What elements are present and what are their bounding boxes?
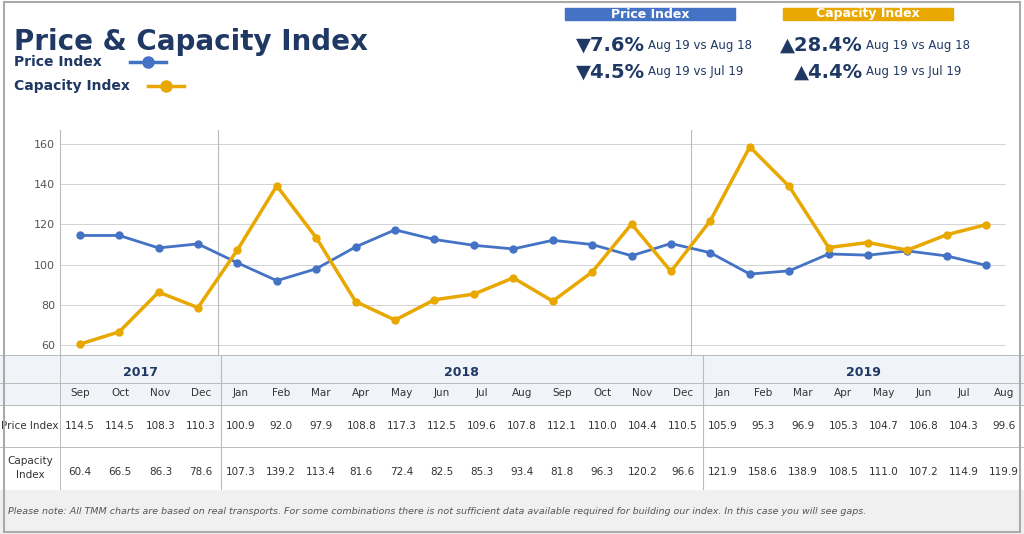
Text: 109.6: 109.6 <box>467 421 497 431</box>
Text: 111.0: 111.0 <box>868 467 898 477</box>
Text: Sep: Sep <box>71 388 90 398</box>
Text: Capacity Index: Capacity Index <box>816 7 920 20</box>
Text: Jun: Jun <box>915 388 932 398</box>
Text: 93.4: 93.4 <box>510 467 534 477</box>
Text: Aug 19 vs Aug 18: Aug 19 vs Aug 18 <box>866 38 970 51</box>
Text: 112.1: 112.1 <box>547 421 577 431</box>
Text: Feb: Feb <box>754 388 772 398</box>
Text: 100.9: 100.9 <box>226 421 256 431</box>
Text: Jul: Jul <box>957 388 970 398</box>
Text: 113.4: 113.4 <box>306 467 336 477</box>
Bar <box>565 8 735 20</box>
Text: ▲28.4%: ▲28.4% <box>780 35 863 54</box>
Text: 108.5: 108.5 <box>828 467 858 477</box>
Text: 114.5: 114.5 <box>66 421 95 431</box>
Text: Price Index: Price Index <box>1 421 58 431</box>
Text: Aug 19 vs Jul 19: Aug 19 vs Jul 19 <box>648 66 743 78</box>
Text: 104.3: 104.3 <box>949 421 979 431</box>
Text: 96.6: 96.6 <box>671 467 694 477</box>
Text: 96.9: 96.9 <box>792 421 815 431</box>
Text: Sep: Sep <box>552 388 571 398</box>
Text: 96.3: 96.3 <box>591 467 613 477</box>
Text: Please note: All TMM charts are based on real transports. For some combinations : Please note: All TMM charts are based on… <box>8 507 866 516</box>
Text: Dec: Dec <box>190 388 211 398</box>
Text: 121.9: 121.9 <box>708 467 737 477</box>
Text: Dec: Dec <box>673 388 692 398</box>
Text: 114.9: 114.9 <box>949 467 979 477</box>
Text: Jan: Jan <box>715 388 731 398</box>
Text: 72.4: 72.4 <box>390 467 413 477</box>
Text: 114.5: 114.5 <box>105 421 135 431</box>
Text: ▲4.4%: ▲4.4% <box>794 62 863 82</box>
Text: 139.2: 139.2 <box>266 467 296 477</box>
Text: 95.3: 95.3 <box>752 421 774 431</box>
Text: Nov: Nov <box>151 388 171 398</box>
Text: 60.4: 60.4 <box>69 467 91 477</box>
Text: Apr: Apr <box>352 388 371 398</box>
Text: Aug 19 vs Aug 18: Aug 19 vs Aug 18 <box>648 38 752 51</box>
Text: 82.5: 82.5 <box>430 467 454 477</box>
Bar <box>0 355 1024 405</box>
Text: Jul: Jul <box>475 388 488 398</box>
Text: 104.7: 104.7 <box>868 421 898 431</box>
Text: 108.3: 108.3 <box>145 421 175 431</box>
Text: 92.0: 92.0 <box>269 421 293 431</box>
Text: 86.3: 86.3 <box>148 467 172 477</box>
Text: Aug: Aug <box>512 388 532 398</box>
Text: Mar: Mar <box>311 388 331 398</box>
Text: 105.9: 105.9 <box>708 421 737 431</box>
Text: May: May <box>872 388 894 398</box>
Text: Aug 19 vs Jul 19: Aug 19 vs Jul 19 <box>866 66 962 78</box>
Text: Nov: Nov <box>632 388 652 398</box>
Text: 117.3: 117.3 <box>386 421 417 431</box>
Text: Price & Capacity Index: Price & Capacity Index <box>14 28 368 56</box>
Text: 81.6: 81.6 <box>349 467 373 477</box>
Text: 138.9: 138.9 <box>788 467 818 477</box>
Text: Mar: Mar <box>794 388 813 398</box>
Text: 158.6: 158.6 <box>748 467 778 477</box>
Text: 107.8: 107.8 <box>507 421 537 431</box>
Text: Jun: Jun <box>433 388 450 398</box>
Text: 99.6: 99.6 <box>992 421 1016 431</box>
Text: Capacity
Index: Capacity Index <box>7 457 53 480</box>
Text: 85.3: 85.3 <box>470 467 494 477</box>
Text: Price Index: Price Index <box>14 55 101 69</box>
Text: 81.8: 81.8 <box>551 467 573 477</box>
Text: Jan: Jan <box>232 388 249 398</box>
Text: Apr: Apr <box>835 388 852 398</box>
Text: Aug: Aug <box>993 388 1014 398</box>
Text: Feb: Feb <box>271 388 290 398</box>
Text: 2017: 2017 <box>123 365 158 379</box>
Text: 108.8: 108.8 <box>346 421 376 431</box>
Text: 120.2: 120.2 <box>628 467 657 477</box>
Text: 2019: 2019 <box>846 365 881 379</box>
Text: 110.0: 110.0 <box>588 421 617 431</box>
Bar <box>783 8 953 20</box>
Text: 78.6: 78.6 <box>189 467 212 477</box>
Text: 112.5: 112.5 <box>427 421 457 431</box>
Text: May: May <box>391 388 412 398</box>
Text: 66.5: 66.5 <box>109 467 132 477</box>
Text: 97.9: 97.9 <box>309 421 333 431</box>
Text: 106.8: 106.8 <box>908 421 938 431</box>
Text: Oct: Oct <box>112 388 129 398</box>
Text: Price Index: Price Index <box>610 7 689 20</box>
Text: 105.3: 105.3 <box>828 421 858 431</box>
Text: ▼4.5%: ▼4.5% <box>575 62 645 82</box>
Text: 110.5: 110.5 <box>668 421 697 431</box>
Text: ▼7.6%: ▼7.6% <box>575 35 645 54</box>
Text: 110.3: 110.3 <box>185 421 215 431</box>
Text: Oct: Oct <box>593 388 611 398</box>
Text: 107.2: 107.2 <box>908 467 938 477</box>
Text: 2018: 2018 <box>444 365 479 379</box>
Text: 104.4: 104.4 <box>628 421 657 431</box>
Text: Capacity Index: Capacity Index <box>14 79 130 93</box>
Text: 107.3: 107.3 <box>226 467 256 477</box>
Text: 119.9: 119.9 <box>989 467 1019 477</box>
